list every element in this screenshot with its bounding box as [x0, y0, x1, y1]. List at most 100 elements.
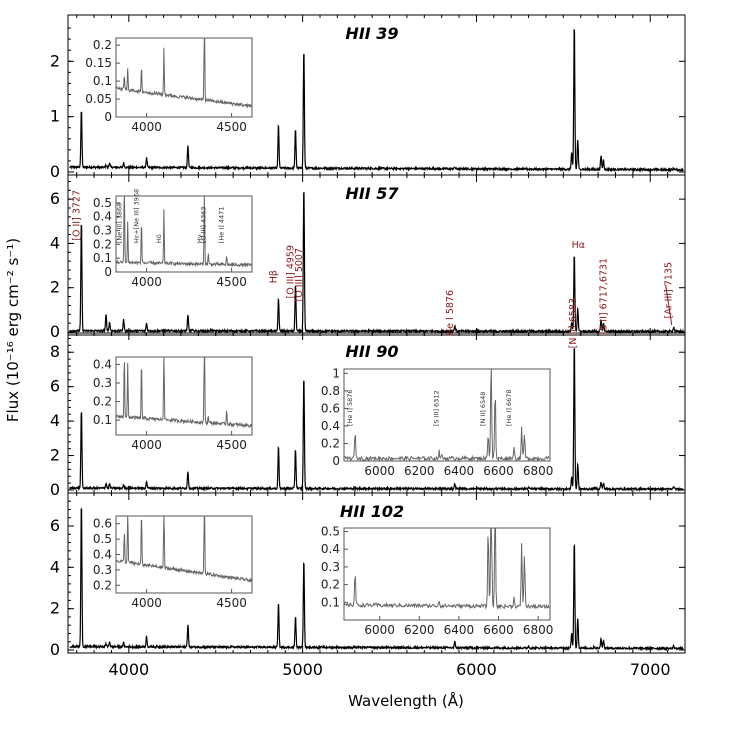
inset-background [112, 353, 256, 453]
panels-layer: 0 1 2 HII 39 0 2 4 6 HII 57 0 2 4 6 8 HII 90 0 2 4 6 HII 10… [50, 14, 686, 679]
panel-title: HII 102 [340, 502, 404, 521]
spectrum-line [69, 347, 684, 492]
line-label: [S II] 6717,6731 [598, 258, 609, 334]
spectrum-line [69, 192, 684, 335]
inset-6: 0.1 0.2 0.3 0.4 0.5 6000 6200 6400 6600 6800 [321, 524, 554, 638]
inset-y-tick-label: 0.2 [93, 578, 112, 592]
inset-y-tick-label: 0.15 [85, 56, 112, 70]
y-tick-label: 0 [50, 480, 60, 499]
y-tick-label: 4 [50, 233, 60, 252]
y-tick-label: 2 [50, 278, 60, 297]
inset-background [340, 524, 554, 638]
inset-y-tick-label: 1 [332, 366, 340, 380]
panel-title: HII 90 [345, 342, 398, 361]
y-tick-label: 6 [50, 377, 60, 396]
inset-y-tick-label: 0.2 [93, 395, 112, 409]
x-tick-label: 4000 [108, 660, 149, 679]
inset-y-tick-label: 0.2 [93, 38, 112, 52]
inset-4: 0.20.30.4 0.50.6 4000 4500 [93, 512, 256, 611]
inset-spectrum [115, 195, 252, 268]
inset-frame [115, 356, 253, 436]
inset-y-tick-label: 0.3 [93, 563, 112, 577]
line-label: Hα [572, 240, 585, 251]
inset-line-label: [He I] 6678 [505, 389, 513, 426]
line-label: [O III] 5007 [294, 248, 305, 302]
inset-x-tick-label: 4500 [216, 120, 247, 134]
y-tick-label: 8 [50, 342, 60, 361]
ar-iii-leader [665, 284, 673, 326]
y-axis-title: Flux (10⁻¹⁶ erg cm⁻² s⁻¹) [4, 238, 22, 422]
x-axis-title: Wavelength (Å) [348, 691, 464, 710]
inset-y-tick-label: 0.5 [93, 532, 112, 546]
panel-3: 0 2 4 6 8 HII 90 [50, 332, 686, 499]
inset-y-tick-label: 0.6 [321, 401, 340, 415]
inset-y-tick-label: 0.2 [321, 436, 340, 450]
x-tick-label: 7000 [630, 660, 671, 679]
inset-x-tick-label: 6000 [364, 464, 395, 478]
inset-x-tick-label: 4000 [131, 120, 162, 134]
inset-x-tick-label: 6000 [364, 623, 395, 637]
inset-y-tick-label: 0.3 [93, 376, 112, 390]
inset-2: 00.10.20.30.40.5 4000 4500 [Ne III] 3868 Hε+… [93, 189, 256, 290]
y-tick-label: 4 [50, 557, 60, 576]
panel-title: HII 57 [345, 184, 399, 203]
inset-y-tick-label: 0.4 [93, 357, 112, 371]
y-tick-label: 2 [50, 599, 60, 618]
panel-title: HII 39 [345, 24, 398, 43]
inset-y-tick-label: 0.8 [321, 384, 340, 398]
inset-x-tick-label: 4000 [131, 275, 162, 289]
inset-line-label: [He I] 5876 [346, 389, 354, 426]
inset-y-tick-label: 0.1 [93, 251, 112, 265]
spectrum-line [69, 508, 684, 652]
inset-x-tick-label: 6400 [444, 464, 475, 478]
inset-y-tick-label: 0.3 [321, 560, 340, 574]
y-tick-label: 1 [50, 107, 60, 126]
inset-frame [115, 195, 253, 273]
line-label: [O III] 4959 [286, 245, 297, 299]
inset-spectrum [344, 368, 550, 462]
inset-background [340, 365, 554, 479]
inset-frame [343, 368, 551, 462]
inset-3: 0.1 0.2 0.3 0.4 4000 4500 [93, 353, 256, 453]
inset-x-tick-label: 6200 [404, 623, 435, 637]
inset-y-tick-label: 0.2 [93, 237, 112, 251]
inset-x-tick-label: 6200 [404, 464, 435, 478]
inset-line-label: [Ne III] 3868 [115, 203, 123, 243]
inset-background [112, 192, 256, 290]
inset-x-tick-label: 4500 [216, 596, 247, 610]
inset-background [112, 512, 256, 611]
inset-line-label: Hδ [155, 234, 163, 243]
inset-y-tick-label: 0.2 [321, 578, 340, 592]
line-label: [N II] 6583 [568, 298, 579, 348]
inset-y-tick-label: 0.4 [321, 542, 340, 556]
inset-x-tick-label: 6600 [483, 623, 514, 637]
inset-line-label: [He I] 4471 [218, 207, 226, 244]
inset-spectrum [115, 515, 252, 584]
inset-y-tick-label: 0.05 [85, 92, 112, 106]
panel-4: 0 2 4 6 HII 102 [50, 492, 686, 659]
inset-line-label: Hε+[Ne III] 3968 [133, 189, 141, 243]
inset-y-tick-label: 0 [104, 265, 112, 279]
line-label: [Ar III] 7135 [664, 262, 675, 318]
inset-y-tick-label: 0.4 [93, 548, 112, 562]
y-tick-label: 6 [50, 516, 60, 535]
inset-y-tick-label: 0.6 [93, 517, 112, 531]
inset-background [112, 34, 256, 135]
inset-x-tick-label: 4500 [216, 275, 247, 289]
inset-spectrum [343, 527, 550, 611]
inset-y-tick-label: 0.5 [93, 196, 112, 210]
inset-5: 0 0.2 0.4 0.6 0.8 1 6000 6200 6400 6600 6800 [He I]… [321, 365, 554, 479]
y-tick-label: 0 [50, 640, 60, 659]
y-tick-label: 4 [50, 411, 60, 430]
y-tick-label: 2 [50, 51, 60, 70]
inset-line-label: [N II] 6548 [479, 392, 487, 426]
inset-y-tick-label: 0.1 [321, 595, 340, 609]
x-tick-label: 6000 [456, 660, 497, 679]
inset-y-tick-label: 0.4 [93, 210, 112, 224]
inset-x-tick-label: 6600 [483, 464, 514, 478]
inset-y-tick-label: 0 [104, 110, 112, 124]
inset-y-tick-label: 0.3 [93, 224, 112, 238]
inset-y-tick-label: 0.5 [321, 525, 340, 539]
line-label: [O II] 3727 [71, 190, 82, 241]
